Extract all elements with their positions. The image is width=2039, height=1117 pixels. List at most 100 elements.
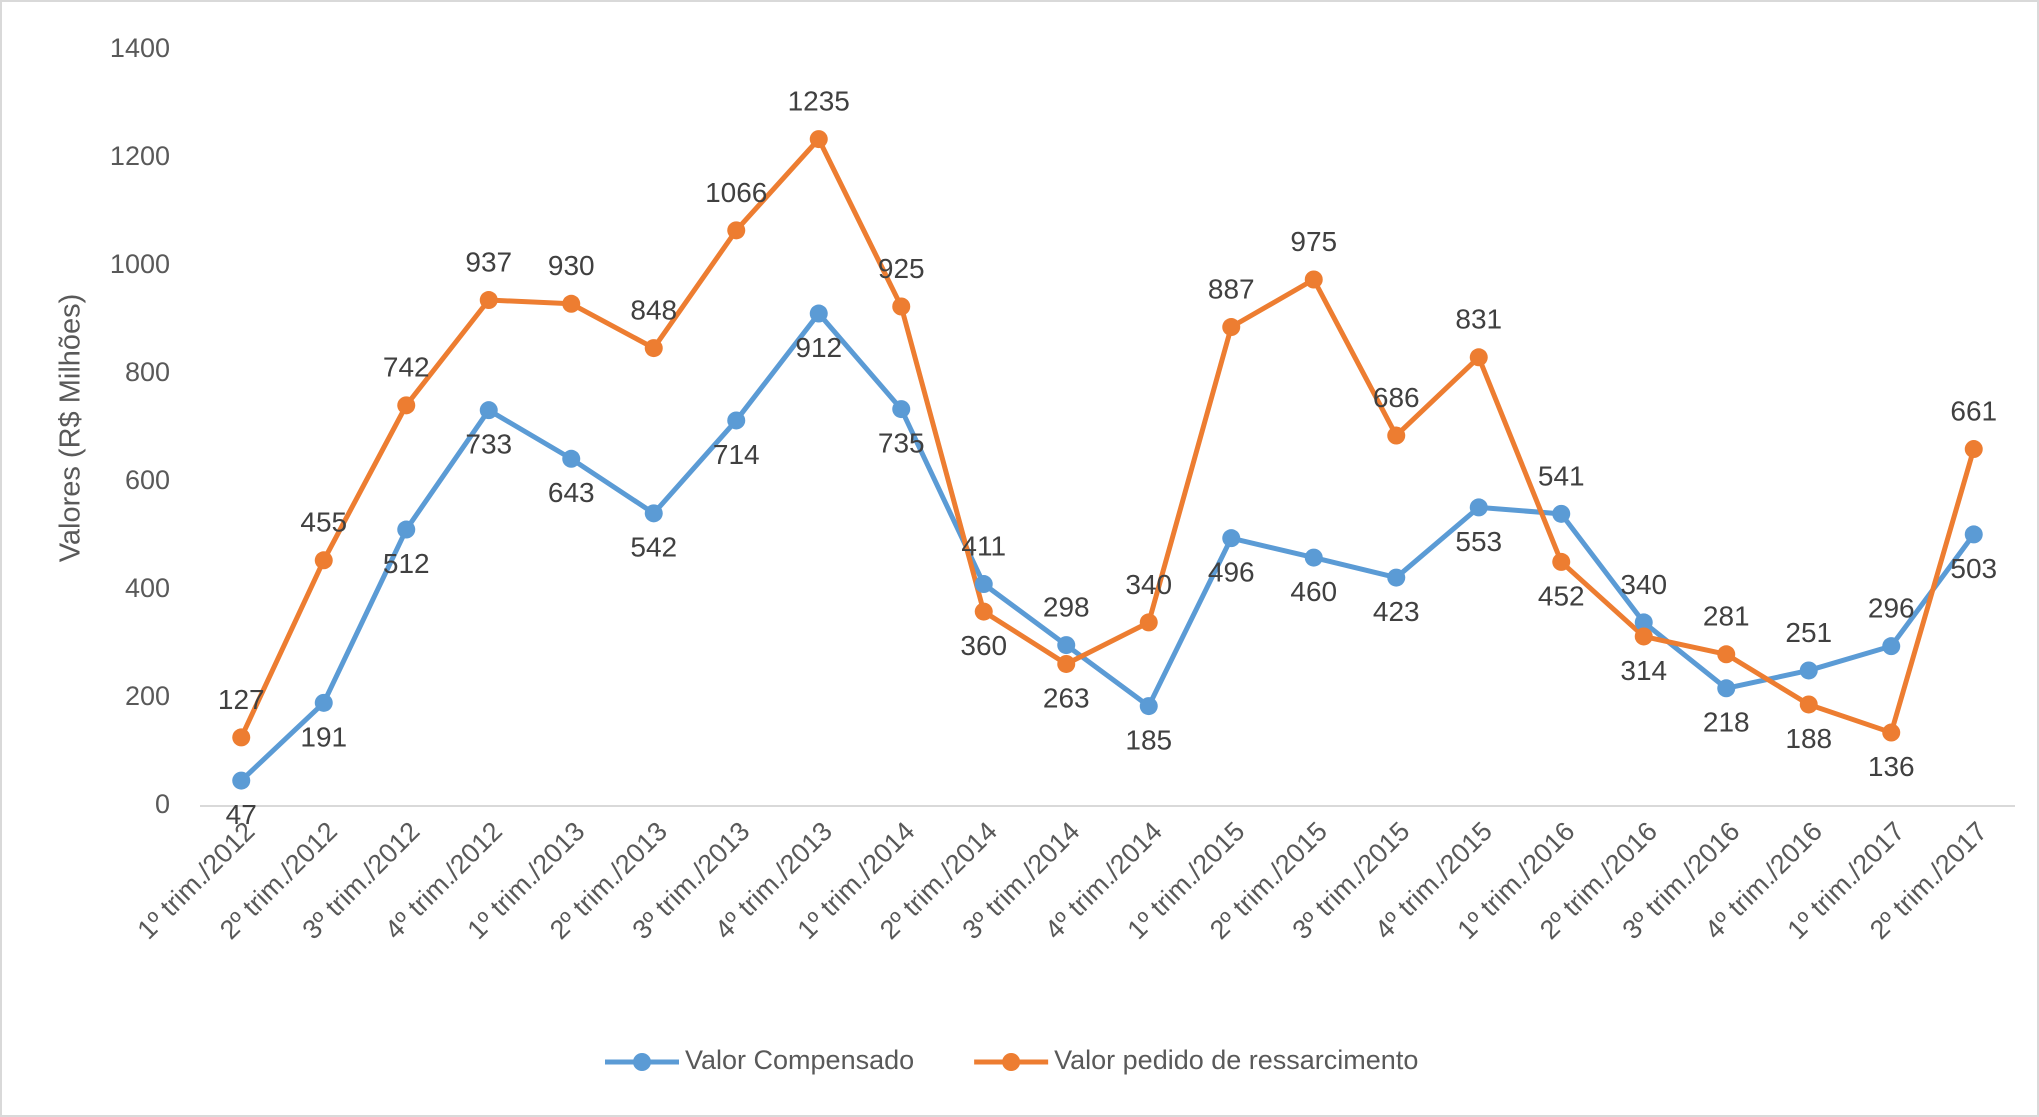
data-label: 733 xyxy=(465,429,512,460)
marker xyxy=(1469,348,1488,367)
y-tick-label: 1000 xyxy=(110,249,170,279)
marker xyxy=(1387,568,1406,587)
marker xyxy=(892,297,911,316)
legend-marker xyxy=(1002,1053,1021,1071)
data-label: 423 xyxy=(1373,596,1420,627)
marker xyxy=(1634,627,1653,646)
marker xyxy=(1882,723,1901,742)
marker xyxy=(1469,498,1488,517)
legend-label: Valor pedido de ressarcimento xyxy=(1054,1045,1418,1075)
data-label: 541 xyxy=(1538,460,1585,491)
data-label: 218 xyxy=(1703,707,1750,738)
marker xyxy=(1717,679,1736,698)
marker xyxy=(562,294,581,313)
marker xyxy=(644,504,663,523)
y-tick-label: 600 xyxy=(125,465,170,495)
marker xyxy=(1222,318,1241,337)
marker xyxy=(1139,697,1158,716)
data-label: 496 xyxy=(1208,557,1255,588)
data-label: 714 xyxy=(713,439,760,470)
data-label: 263 xyxy=(1043,682,1090,713)
marker xyxy=(479,291,498,310)
marker xyxy=(1552,504,1571,523)
marker xyxy=(1304,548,1323,567)
marker xyxy=(1057,636,1076,655)
data-label: 340 xyxy=(1125,569,1172,600)
marker xyxy=(1964,525,1983,544)
data-label: 925 xyxy=(878,253,925,284)
marker xyxy=(1552,552,1571,571)
data-label: 686 xyxy=(1373,382,1420,413)
data-label: 460 xyxy=(1290,576,1337,607)
series-line xyxy=(238,136,1977,739)
data-label: 553 xyxy=(1455,526,1502,557)
marker xyxy=(1387,426,1406,445)
marker xyxy=(1057,654,1076,673)
y-axis-label: Valores (R$ Milhões) xyxy=(55,294,87,563)
data-label: 455 xyxy=(300,507,347,538)
data-label: 1235 xyxy=(788,85,850,116)
data-label: 975 xyxy=(1290,226,1337,257)
marker xyxy=(1964,440,1983,459)
marker xyxy=(314,551,333,570)
data-label: 503 xyxy=(1950,553,1997,584)
data-label: 360 xyxy=(960,630,1007,661)
data-label: 340 xyxy=(1620,569,1667,600)
marker xyxy=(1799,695,1818,714)
y-tick-label: 200 xyxy=(125,681,170,711)
marker xyxy=(727,411,746,430)
marker xyxy=(809,130,828,149)
legend-label: Valor Compensado xyxy=(685,1045,914,1075)
data-label: 661 xyxy=(1950,395,1997,426)
data-label: 185 xyxy=(1125,724,1172,755)
y-tick-label: 1400 xyxy=(110,33,170,63)
marker xyxy=(1304,270,1323,289)
data-label: 298 xyxy=(1043,591,1090,622)
marker xyxy=(974,575,993,594)
legend-marker xyxy=(633,1053,651,1071)
marker xyxy=(974,602,993,621)
marker xyxy=(232,771,251,790)
data-label: 542 xyxy=(630,532,677,563)
marker xyxy=(1139,613,1158,632)
data-label: 188 xyxy=(1785,723,1832,754)
data-label: 848 xyxy=(630,294,677,325)
data-label: 742 xyxy=(383,352,430,383)
data-label: 314 xyxy=(1620,655,1667,686)
data-label: 643 xyxy=(548,477,595,508)
marker xyxy=(1799,661,1818,680)
data-label: 296 xyxy=(1868,593,1915,624)
data-label: 912 xyxy=(795,332,842,363)
marker xyxy=(232,728,251,747)
marker xyxy=(397,520,416,539)
data-label: 831 xyxy=(1455,304,1502,335)
marker xyxy=(1717,645,1736,664)
data-label: 281 xyxy=(1703,601,1750,632)
y-tick-label: 0 xyxy=(155,789,170,819)
marker xyxy=(727,221,746,240)
marker xyxy=(314,693,333,712)
marker xyxy=(479,401,498,420)
y-tick-label: 1200 xyxy=(110,141,170,171)
data-label: 251 xyxy=(1785,617,1832,648)
marker xyxy=(397,396,416,415)
data-label: 930 xyxy=(548,250,595,281)
y-tick-label: 400 xyxy=(125,573,170,603)
marker xyxy=(892,400,911,419)
data-label: 136 xyxy=(1868,751,1915,782)
data-label: 512 xyxy=(383,548,430,579)
marker xyxy=(1634,613,1653,632)
data-label: 47 xyxy=(226,799,257,830)
series-line xyxy=(239,311,1976,783)
data-label: 887 xyxy=(1208,273,1255,304)
data-label: 937 xyxy=(465,246,512,277)
data-label: 411 xyxy=(961,530,1006,561)
data-label: 191 xyxy=(300,721,347,752)
data-label: 1066 xyxy=(705,177,767,208)
data-label: 452 xyxy=(1538,580,1585,611)
data-label: 735 xyxy=(878,427,925,458)
y-tick-label: 800 xyxy=(125,357,170,387)
marker xyxy=(809,304,828,323)
